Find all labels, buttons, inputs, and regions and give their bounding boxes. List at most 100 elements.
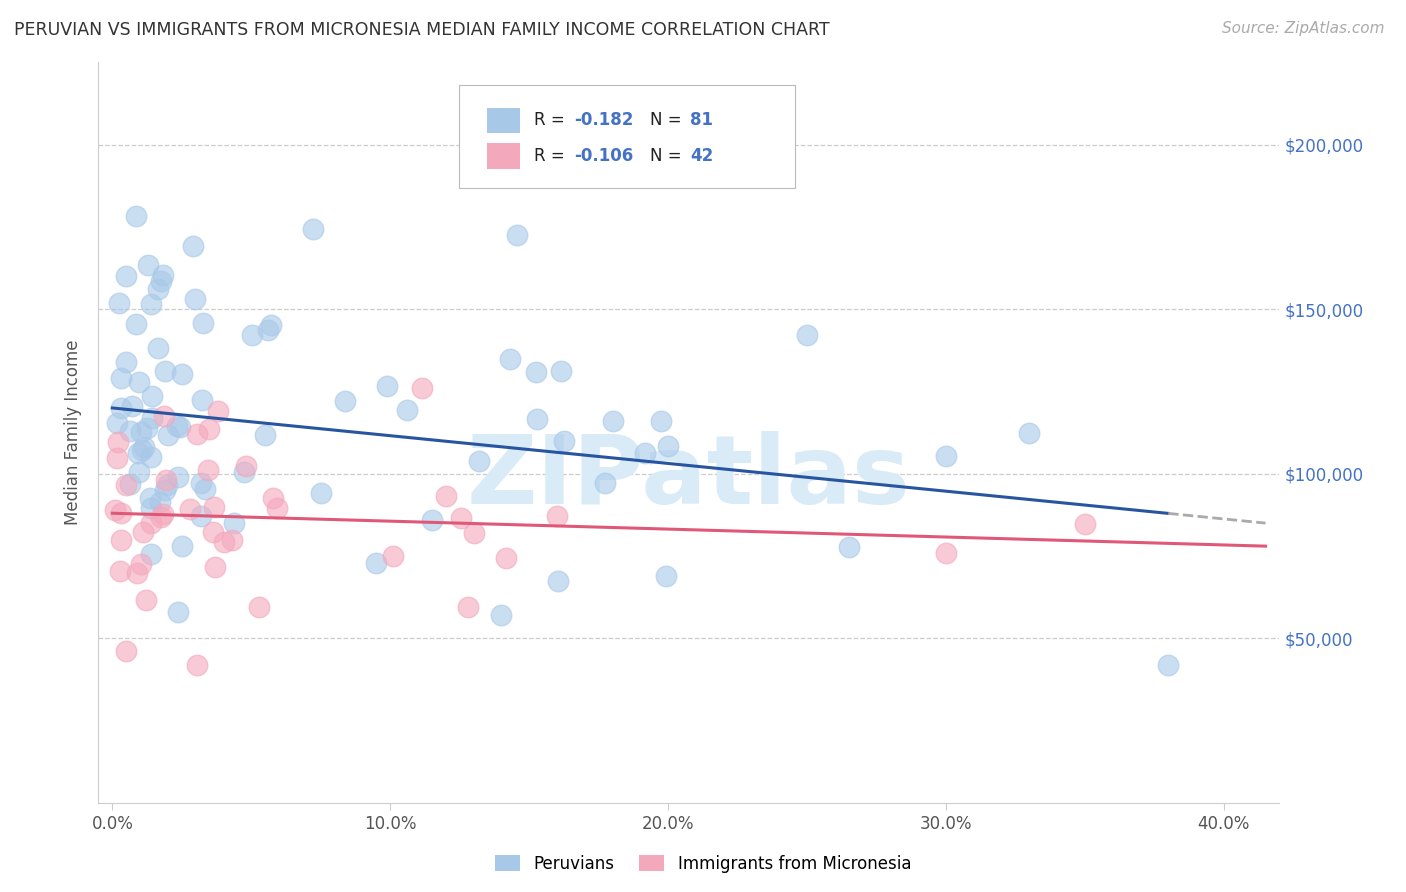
- Point: [463, 525, 485, 540]
- Point: [114, 269, 136, 284]
- Point: [634, 446, 657, 460]
- Point: [796, 327, 818, 342]
- Point: [181, 238, 204, 252]
- Point: [152, 268, 174, 282]
- Point: [169, 419, 191, 434]
- Y-axis label: Median Family Income: Median Family Income: [65, 340, 83, 525]
- Point: [121, 399, 143, 413]
- Legend: Peruvians, Immigrants from Micronesia: Peruvians, Immigrants from Micronesia: [488, 848, 918, 880]
- Point: [207, 403, 229, 417]
- Point: [153, 483, 176, 497]
- Point: [935, 546, 957, 560]
- Point: [550, 364, 572, 378]
- Point: [526, 411, 548, 425]
- Point: [170, 367, 193, 381]
- Point: [657, 439, 679, 453]
- Point: [232, 465, 254, 479]
- Point: [167, 470, 190, 484]
- Point: [190, 476, 212, 491]
- Point: [495, 551, 517, 566]
- Point: [141, 548, 163, 562]
- Point: [381, 549, 404, 564]
- Point: [149, 495, 172, 509]
- Point: [375, 379, 398, 393]
- Point: [655, 568, 678, 582]
- Point: [186, 427, 208, 442]
- Point: [138, 491, 160, 505]
- Point: [131, 442, 153, 457]
- Point: [499, 351, 522, 366]
- Point: [156, 478, 179, 492]
- Point: [262, 491, 284, 506]
- Point: [190, 508, 212, 523]
- Point: [136, 259, 159, 273]
- Text: PERUVIAN VS IMMIGRANTS FROM MICRONESIA MEDIAN FAMILY INCOME CORRELATION CHART: PERUVIAN VS IMMIGRANTS FROM MICRONESIA M…: [14, 21, 830, 38]
- Point: [191, 392, 214, 407]
- Text: -0.182: -0.182: [575, 112, 634, 129]
- Point: [194, 482, 217, 496]
- Point: [131, 425, 153, 440]
- Point: [125, 209, 148, 223]
- Point: [186, 657, 208, 672]
- Point: [197, 463, 219, 477]
- FancyBboxPatch shape: [458, 85, 796, 188]
- Point: [553, 434, 575, 449]
- FancyBboxPatch shape: [486, 144, 520, 169]
- Point: [838, 541, 860, 555]
- Point: [150, 509, 173, 524]
- Point: [108, 296, 131, 310]
- Point: [105, 416, 128, 430]
- Point: [139, 297, 162, 311]
- Point: [249, 600, 271, 615]
- Point: [115, 644, 138, 658]
- Point: [149, 274, 172, 288]
- Point: [120, 476, 142, 491]
- Point: [198, 422, 221, 436]
- Point: [202, 500, 225, 515]
- Point: [115, 478, 138, 492]
- Point: [128, 465, 150, 479]
- Point: [107, 435, 129, 450]
- Point: [221, 533, 243, 547]
- Point: [266, 501, 288, 516]
- Text: R =: R =: [534, 147, 571, 165]
- Point: [135, 592, 157, 607]
- Point: [141, 389, 163, 403]
- Text: N =: N =: [650, 147, 688, 165]
- Text: 81: 81: [690, 112, 713, 129]
- Point: [153, 409, 176, 423]
- Point: [132, 440, 155, 454]
- Point: [139, 501, 162, 516]
- Text: ZIPatlas: ZIPatlas: [467, 431, 911, 524]
- Point: [309, 486, 332, 500]
- Point: [146, 282, 169, 296]
- Point: [254, 427, 277, 442]
- Point: [364, 556, 387, 570]
- Point: [166, 419, 188, 434]
- Point: [1157, 657, 1180, 672]
- Point: [184, 292, 207, 306]
- Point: [235, 458, 257, 473]
- Point: [146, 341, 169, 355]
- Text: R =: R =: [534, 112, 571, 129]
- Point: [139, 516, 162, 530]
- Point: [120, 425, 142, 439]
- Point: [153, 363, 176, 377]
- Point: [602, 414, 624, 428]
- Point: [420, 513, 443, 527]
- Point: [172, 539, 194, 553]
- Point: [335, 394, 357, 409]
- Point: [105, 451, 128, 466]
- Point: [104, 503, 127, 517]
- Point: [240, 328, 263, 343]
- Point: [131, 558, 153, 572]
- Point: [505, 227, 527, 242]
- Point: [491, 607, 513, 622]
- Point: [546, 509, 568, 524]
- Point: [135, 421, 157, 435]
- Point: [468, 454, 491, 468]
- Point: [110, 506, 132, 520]
- Point: [935, 449, 957, 463]
- Point: [110, 401, 132, 416]
- Point: [110, 371, 132, 385]
